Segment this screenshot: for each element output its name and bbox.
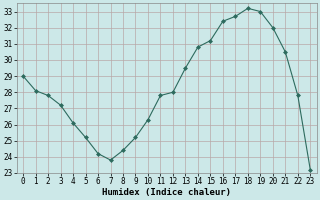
X-axis label: Humidex (Indice chaleur): Humidex (Indice chaleur) — [102, 188, 231, 197]
